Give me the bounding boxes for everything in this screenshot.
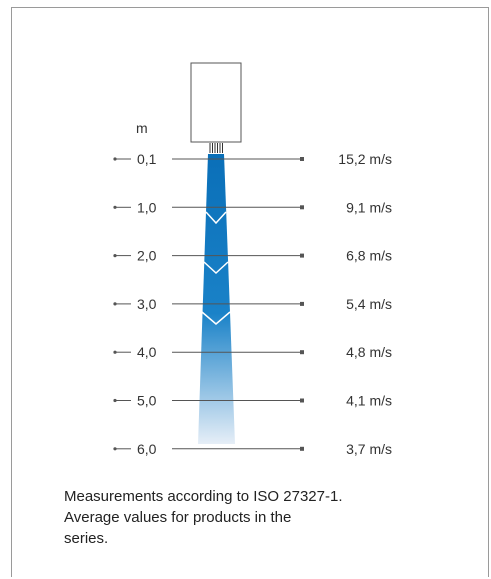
speed-label: 5,4 m/s [346, 296, 392, 312]
left-marker-dot [113, 157, 117, 161]
right-marker [300, 301, 304, 306]
chevron-icon [205, 211, 227, 225]
diagram-frame [11, 7, 489, 577]
caption-line: Measurements according to ISO 27327-1. [64, 488, 343, 505]
distance-label: 1,0 [137, 199, 157, 215]
airflow-chevrons [201, 211, 231, 325]
nozzle-icon [208, 143, 224, 153]
caption-line: Average values for products in the [64, 509, 292, 526]
right-marker [300, 205, 304, 210]
air-beam [198, 154, 235, 444]
left-marker-dot [113, 254, 117, 258]
caption-line: series. [64, 530, 109, 547]
distance-label: 4,0 [137, 344, 157, 360]
speed-label: 6,8 m/s [346, 248, 392, 264]
distance-label: 2,0 [137, 248, 157, 264]
fan-unit-box [190, 62, 242, 143]
speed-label: 15,2 m/s [338, 151, 392, 167]
distance-label: 5,0 [137, 393, 157, 409]
left-marker-dot [113, 302, 117, 306]
left-marker-dot [113, 205, 117, 209]
right-marker [300, 350, 304, 355]
right-marker [300, 398, 304, 403]
chevron-icon [203, 261, 229, 275]
speed-label: 4,8 m/s [346, 344, 392, 360]
left-marker-dot [113, 398, 117, 403]
distance-label: 0,1 [137, 151, 157, 167]
speed-label: 9,1 m/s [346, 199, 392, 215]
speed-label: 4,1 m/s [346, 393, 392, 409]
right-marker [300, 446, 304, 451]
right-marker [300, 253, 304, 258]
right-marker [300, 157, 304, 161]
caption: Measurements according to ISO 27327-1. A… [64, 486, 424, 549]
left-marker-dot [113, 350, 117, 354]
chevron-icon [201, 311, 231, 325]
left-marker-dot [113, 447, 117, 451]
distance-unit-label: m [136, 120, 148, 136]
speed-label: 3,7 m/s [346, 441, 392, 457]
distance-label: 3,0 [137, 296, 157, 312]
distance-label: 6,0 [137, 441, 157, 457]
